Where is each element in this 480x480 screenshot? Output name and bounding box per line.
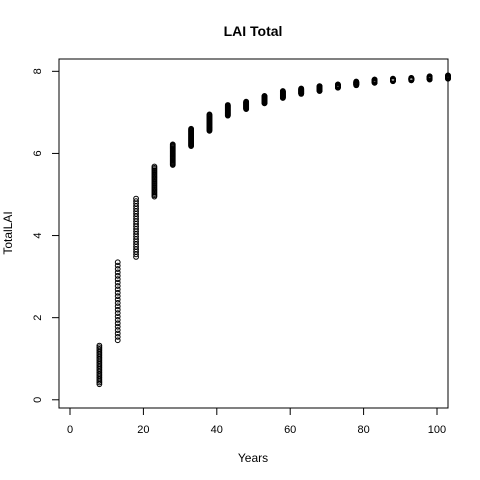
data-point	[298, 85, 305, 92]
x-tick-label: 40	[211, 424, 223, 436]
data-point	[169, 141, 176, 148]
data-point	[114, 266, 121, 272]
data-point	[114, 259, 121, 266]
data-point	[243, 98, 250, 105]
data-point	[114, 333, 121, 340]
data-point	[96, 342, 103, 349]
data-point	[114, 286, 121, 293]
data-point	[114, 313, 121, 320]
x-tick-label: 20	[137, 424, 149, 436]
data-point	[445, 72, 451, 79]
data-point	[96, 344, 103, 351]
data-point	[114, 269, 121, 276]
x-tick-label: 60	[284, 424, 296, 436]
data-point	[371, 76, 378, 83]
x-axis: 0 20 40 60 80 100	[67, 407, 446, 436]
data-point	[114, 323, 121, 330]
data-point	[96, 346, 103, 352]
data-point	[114, 317, 121, 323]
data-point	[114, 279, 121, 286]
x-axis-label: Years	[238, 451, 268, 465]
data-point	[114, 283, 121, 289]
data-point	[316, 83, 323, 89]
data-point	[114, 337, 121, 344]
y-axis: 0 2 4 6 8	[32, 68, 60, 403]
data-point	[188, 125, 195, 132]
y-tick-label: 2	[32, 315, 44, 321]
data-point	[353, 78, 360, 85]
y-tick-label: 8	[32, 68, 44, 74]
data-point	[114, 289, 121, 296]
data-point	[114, 327, 121, 333]
x-tick-label: 0	[67, 424, 73, 436]
data-point	[114, 310, 121, 317]
data-point	[408, 74, 415, 81]
chart-title: LAI Total	[224, 23, 283, 39]
y-axis-label: TotalLAI	[1, 211, 15, 254]
x-tick-label: 80	[357, 424, 369, 436]
data-point	[206, 111, 213, 118]
data-point	[114, 272, 121, 279]
data-point	[114, 262, 121, 269]
data-point	[279, 88, 286, 94]
data-point	[261, 93, 268, 99]
y-tick-label: 4	[32, 232, 44, 238]
data-point	[224, 102, 231, 108]
data-point	[114, 293, 121, 300]
data-point	[114, 320, 121, 327]
data-point	[133, 195, 139, 202]
plot-area-border	[58, 58, 449, 409]
data-points	[96, 72, 451, 388]
data-point	[114, 306, 121, 313]
x-tick-label: 100	[428, 424, 446, 436]
data-point	[114, 276, 121, 283]
data-point	[151, 163, 158, 170]
y-tick-label: 0	[32, 397, 44, 403]
data-point	[114, 300, 121, 306]
y-tick-label: 6	[32, 150, 44, 156]
data-point	[426, 73, 433, 80]
data-point	[133, 198, 139, 205]
data-point	[114, 303, 121, 310]
data-point	[114, 330, 121, 337]
data-point	[390, 75, 396, 82]
data-point	[114, 296, 121, 303]
data-point	[335, 81, 341, 88]
